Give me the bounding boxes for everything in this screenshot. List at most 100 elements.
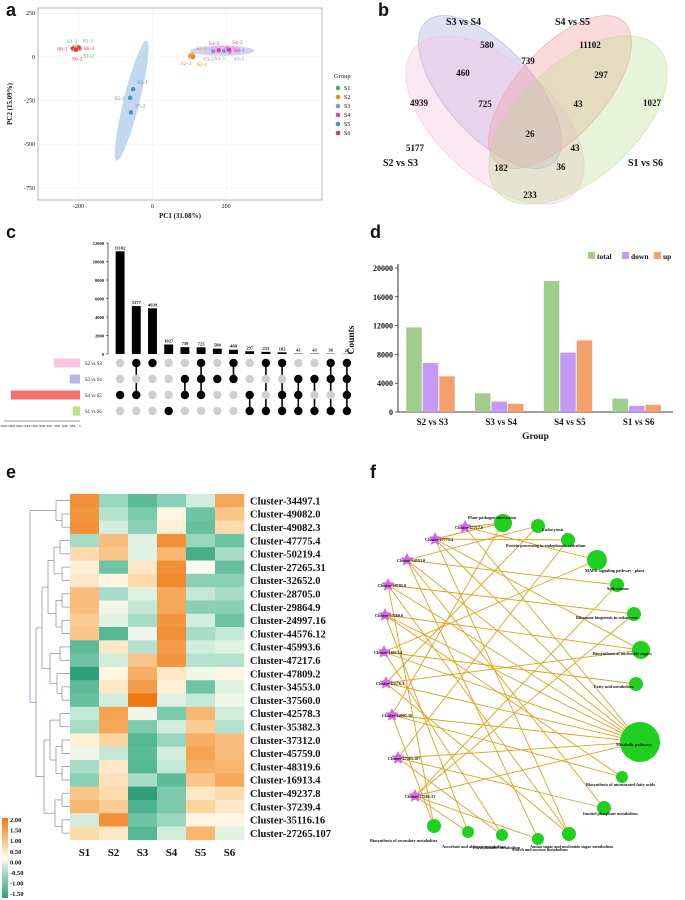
upset-dot [245,374,254,384]
bar-y-label: Counts [347,325,357,354]
bar-x-tick: S2 vs S3 [417,417,449,427]
heatmap-row-label: Cluster-35116.16 [250,816,325,827]
heatmap-cell [99,746,129,761]
upset-bar [180,347,190,354]
panel-letter-c: c [6,222,17,242]
upset-bar-label: 725 [198,341,206,346]
heatmap-cell [70,507,100,521]
heatmap-col-label: S3 [137,847,149,859]
network-cluster-label: Cluster-47775.4 [425,537,454,542]
heatmap-cell [157,600,187,614]
pca-legend-label-S1: S1 [344,86,350,92]
heatmap-colorbar-tick: -0.50 [10,870,24,877]
venn-set-S1-vs-S6 [488,35,668,205]
heatmap-cell [157,813,187,827]
network-edge [406,559,618,586]
heatmap-cell [128,613,158,628]
network-edge [434,538,641,743]
upset-dot [196,358,206,368]
upset-dot [213,406,222,416]
upset-y-tick: 10000 [93,260,105,265]
upset-set-axis-tick: 12000 [31,425,39,428]
heatmap-cell [70,693,100,708]
upset-y-tick: 2000 [95,334,105,339]
network-edge [385,649,642,684]
pca-point-label: S5-3 [114,96,125,102]
heatmap-cell [70,680,100,694]
heatmap-cell [186,680,216,694]
network-edge [414,795,539,840]
upset-set-axis-tick: 18000 [8,425,16,428]
heatmap-cell [157,666,187,681]
network-pathway-node [587,550,607,570]
heatmap-cell [215,613,245,628]
pca-point-S2-1 [190,54,196,60]
pca-legend-label-S4: S4 [344,113,350,119]
venn-region-value: 26 [526,129,536,139]
panel-letter-d: d [370,222,381,242]
heatmap-cell [99,720,129,734]
venn-region-value: 739 [521,56,535,66]
bar-total [612,398,628,412]
upset-set-axis-tick: 2000 [70,425,76,428]
heatmap-panel: Cluster-34497.1 Cluster-49082.0 Cluster-49… [2,494,331,898]
pca-point-label: S2-2 [181,61,192,67]
heatmap-row-label: Cluster-47217.6 [250,656,320,667]
pca-legend-label-S3: S3 [344,104,350,110]
heatmap-cell [157,587,187,601]
upset-dot [196,390,206,400]
heatmap-cell [157,640,187,654]
network-cluster-node [379,676,393,689]
heatmap-cell [99,799,129,814]
heatmap-cell [186,587,216,601]
network-pathway-node [496,829,508,841]
upset-dot [164,390,173,400]
heatmap-cell [215,799,245,814]
heatmap-cell [128,653,158,668]
upset-dot [132,358,141,368]
network-edge [434,522,504,540]
pca-point-S4-2 [215,47,222,54]
pca-ellipse-S5 [114,40,149,161]
venn-set-S3-vs-S4 [418,15,562,169]
heatmap-cell [70,587,100,601]
network-edge [397,757,503,836]
bar-total [406,327,422,412]
venn-set-label: S4 vs S5 [555,17,590,28]
bar-y-tick: 20000 [373,264,393,273]
upset-dot [342,374,352,384]
network-pathway-node [629,677,643,691]
heatmap-cell [128,786,158,801]
pca-y-tick: 0 [32,55,35,61]
network-pathway-node [494,514,512,532]
heatmap-row-label: Cluster-37239.4 [250,802,321,813]
heatmap-cell [186,760,216,774]
pca-point-label: S1-3 [67,39,78,45]
pca-panel: -200 0 200 250 0 -250 -500 -750 PC1 (31.08%) PC2 … [6,7,351,220]
pca-point-label: S6-1 [57,46,68,52]
network-edge [414,613,635,797]
upset-set-size-bar [69,374,80,384]
heatmap-row-label: Cluster-27265.31 [250,563,326,574]
heatmap-cell [128,547,158,561]
upset-set-size-bar [54,358,80,368]
venn-region-value: 580 [480,40,494,50]
heatmap-cell [186,627,216,641]
upset-dot [326,406,335,416]
upset-dot [164,358,173,368]
heatmap-cell [157,533,187,548]
network-edge [397,757,605,809]
upset-dot [148,390,157,400]
heatmap-row-label: Cluster-34497.1 [250,496,320,507]
heatmap-cell [157,680,187,694]
upset-dot [132,390,141,400]
upset-dot [277,406,287,416]
heatmap-cell [186,826,216,841]
network-edge [406,559,539,840]
bar-down [491,401,507,412]
pca-point-S5-1 [130,86,136,92]
heatmap-cell [128,693,158,708]
heatmap-cell [99,706,129,721]
heatmap-cell [128,560,158,575]
